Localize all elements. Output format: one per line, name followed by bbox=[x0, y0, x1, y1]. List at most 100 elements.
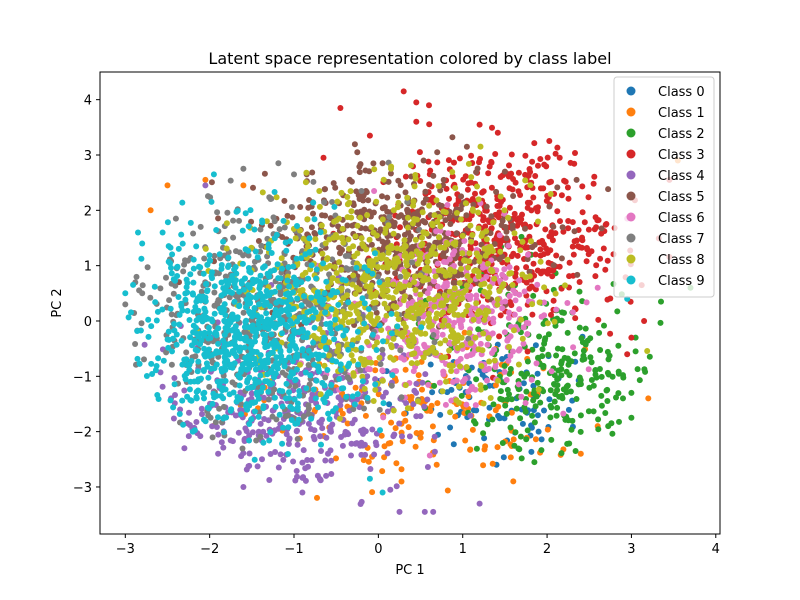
data-point bbox=[558, 192, 565, 199]
data-point bbox=[598, 402, 605, 409]
data-point bbox=[558, 450, 565, 457]
data-point bbox=[557, 218, 563, 225]
data-point bbox=[505, 357, 512, 364]
data-point bbox=[506, 391, 512, 398]
data-point bbox=[561, 177, 568, 184]
data-point bbox=[281, 197, 288, 204]
data-point bbox=[517, 247, 524, 254]
data-point bbox=[337, 402, 344, 409]
data-point bbox=[209, 269, 215, 276]
data-point bbox=[490, 219, 497, 226]
data-point bbox=[148, 323, 155, 330]
x-tick-label: 3 bbox=[627, 542, 635, 557]
data-point bbox=[558, 255, 565, 262]
data-point bbox=[532, 342, 539, 349]
data-point bbox=[569, 417, 576, 424]
data-point bbox=[455, 312, 462, 318]
data-point bbox=[238, 453, 245, 460]
data-point bbox=[401, 283, 408, 290]
data-point bbox=[353, 188, 360, 195]
legend-marker bbox=[626, 275, 636, 285]
data-point bbox=[299, 474, 306, 481]
data-point bbox=[558, 366, 565, 373]
data-point bbox=[365, 306, 372, 312]
data-point bbox=[189, 290, 196, 297]
data-point bbox=[366, 475, 373, 482]
legend-entry: Class 9 bbox=[658, 274, 705, 289]
data-point bbox=[267, 222, 274, 229]
data-point bbox=[226, 391, 233, 398]
data-point bbox=[412, 236, 419, 243]
data-point bbox=[415, 315, 422, 322]
data-point bbox=[298, 279, 305, 286]
data-point bbox=[224, 209, 231, 216]
data-point bbox=[426, 202, 433, 209]
data-point bbox=[529, 158, 536, 165]
data-point bbox=[402, 189, 409, 196]
data-point bbox=[257, 248, 264, 255]
data-point bbox=[577, 412, 584, 419]
data-point bbox=[215, 325, 222, 332]
data-point bbox=[333, 455, 339, 462]
data-point bbox=[496, 232, 503, 239]
data-point bbox=[576, 279, 583, 285]
data-point bbox=[312, 231, 319, 238]
data-point bbox=[491, 357, 498, 364]
data-point bbox=[207, 194, 214, 201]
data-point bbox=[178, 300, 185, 307]
data-point bbox=[484, 260, 491, 267]
data-point bbox=[529, 311, 536, 318]
data-point bbox=[497, 193, 504, 200]
data-point bbox=[588, 377, 595, 383]
data-point bbox=[512, 235, 518, 242]
data-point bbox=[242, 319, 249, 325]
data-point bbox=[427, 167, 434, 174]
data-point bbox=[442, 217, 449, 224]
data-point bbox=[339, 276, 346, 283]
data-point bbox=[339, 225, 346, 232]
data-point bbox=[252, 333, 259, 340]
data-point bbox=[371, 451, 378, 458]
data-point bbox=[570, 344, 577, 351]
data-point bbox=[155, 355, 162, 362]
data-point bbox=[293, 366, 300, 373]
data-point bbox=[335, 342, 342, 349]
data-point bbox=[281, 224, 288, 231]
data-point bbox=[294, 473, 300, 480]
data-point bbox=[500, 281, 507, 288]
data-point bbox=[286, 283, 292, 290]
data-point bbox=[590, 180, 597, 187]
data-point bbox=[249, 276, 256, 283]
data-point bbox=[397, 224, 403, 231]
data-point bbox=[541, 284, 548, 291]
data-point bbox=[281, 363, 288, 370]
data-point bbox=[429, 389, 436, 396]
data-point bbox=[425, 381, 432, 388]
data-point bbox=[587, 354, 594, 361]
data-point bbox=[360, 457, 367, 464]
data-point bbox=[379, 367, 386, 374]
data-point bbox=[342, 428, 349, 435]
data-point bbox=[292, 376, 299, 383]
data-point bbox=[548, 311, 554, 318]
data-point bbox=[373, 309, 380, 316]
data-point bbox=[365, 197, 372, 204]
data-point bbox=[302, 179, 309, 186]
data-point bbox=[264, 356, 271, 363]
data-point bbox=[571, 350, 578, 357]
data-point bbox=[358, 439, 365, 446]
data-point bbox=[453, 397, 460, 404]
data-point bbox=[380, 414, 387, 421]
data-point bbox=[294, 223, 300, 229]
data-point bbox=[577, 450, 584, 457]
data-point bbox=[467, 222, 474, 229]
data-point bbox=[456, 383, 462, 390]
data-point bbox=[386, 401, 393, 408]
data-point bbox=[441, 317, 448, 324]
data-point bbox=[232, 264, 239, 270]
data-point bbox=[526, 273, 533, 280]
data-point bbox=[484, 341, 491, 348]
data-point bbox=[564, 440, 571, 447]
data-point bbox=[530, 397, 537, 404]
data-point bbox=[218, 292, 225, 299]
